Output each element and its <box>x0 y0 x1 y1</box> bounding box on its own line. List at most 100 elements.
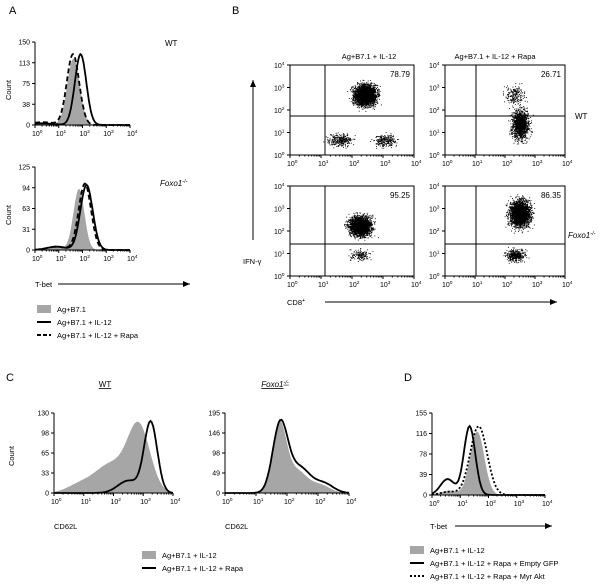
b-plot-foxo-il12-y-axis-tick-label: 104 <box>274 182 285 191</box>
d-y-axis-tick-label: 116 <box>416 431 427 438</box>
b-y-arrow-head <box>250 80 256 87</box>
a-top-x-axis-tick-label: 100 <box>32 129 43 138</box>
c-left-y-axis-tick-label: 0 <box>45 491 49 498</box>
d-y-axis-tick-label: 78 <box>419 452 427 459</box>
d-legend-0-label: Ag+B7.1 + IL-12 <box>430 546 485 555</box>
b-plot-foxo-il12-x-axis-tick-label: 100 <box>287 280 298 289</box>
a-top-x-axis-tick-label: 104 <box>127 129 138 138</box>
a-top-curve-ag <box>35 58 130 126</box>
a-bottom-y-axis-tick-label: 0 <box>26 248 30 255</box>
c-right-x-axis-tick-label: 102 <box>284 497 295 506</box>
a-bottom-y-axis-tick-label: 63 <box>22 206 30 213</box>
b-plot-foxo-il12-x-axis-tick-label: 103 <box>380 280 391 289</box>
b-plot-foxo-rapa-y-axis-tick-label: 101 <box>429 250 440 259</box>
c-right-curve-ag <box>225 420 349 493</box>
c-left-y-axis-tick-label: 65 <box>41 451 49 458</box>
b-plot-wt-il12-y-axis-tick-label: 103 <box>274 84 285 93</box>
a-top-y-axis-tick-label: 75 <box>22 81 30 88</box>
c-left-y-axis-tick-label: 130 <box>37 411 49 418</box>
b-plot-wt-rapa-x-axis-tick-label: 103 <box>532 159 543 168</box>
d-x-axis-tick-label: 102 <box>486 499 497 508</box>
c-left-x-axis-tick-label: 101 <box>81 497 92 506</box>
c-left-title: WT <box>99 380 112 389</box>
b-plot-foxo-rapa-x-axis-tick-label: 100 <box>442 280 453 289</box>
c-legend-0-swatch <box>142 551 156 559</box>
c-right-x-axis-tick-label: 100 <box>222 497 233 506</box>
panel-a-letter: A <box>9 5 17 17</box>
c-left-x-axis-tick-label: 100 <box>51 497 62 506</box>
b-plot-wt-il12-y-axis-tick-label: 104 <box>274 61 285 70</box>
b-x-label: CD8+ <box>287 298 305 307</box>
c-left-x-axis-tick-label: 102 <box>111 497 122 506</box>
b-plot-foxo-il12-x-axis-tick-label: 102 <box>349 280 360 289</box>
b-plot-wt-rapa-y-axis-tick-label: 100 <box>429 151 440 160</box>
a-bottom-x-axis-tick-label: 104 <box>127 254 138 263</box>
b-plot-wt-rapa-percentage: 26.71 <box>541 70 562 79</box>
c-right-y-axis-tick-label: 98 <box>212 451 220 458</box>
b-plot-wt-il12-x-axis-tick-label: 100 <box>287 159 298 168</box>
a-bottom-y-axis-tick-label: 94 <box>22 185 30 192</box>
b-plot-wt-rapa <box>502 83 534 145</box>
b-plot-wt-il12 <box>323 79 400 149</box>
d-legend-0-swatch <box>410 546 424 554</box>
b-plot-foxo-rapa-y-axis-tick-label: 100 <box>429 272 440 281</box>
b-plot-foxo-il12 <box>344 212 379 262</box>
b-plot-foxo-rapa-y-axis-tick-label: 103 <box>429 205 440 214</box>
a-bottom-label: Foxo1-/- <box>160 179 188 188</box>
c-right-title: Foxo1-/- <box>261 380 289 389</box>
b-plot-wt-rapa-y-axis-tick-label: 102 <box>429 106 440 115</box>
c-left-y-label: Count <box>7 445 16 466</box>
b-plot-wt-il12-x-axis-tick-label: 103 <box>380 159 391 168</box>
a-bottom-x-axis-tick-label: 100 <box>32 254 43 263</box>
b-plot-wt-il12-percentage: 78.79 <box>390 70 411 79</box>
d-x-axis-tick-label: 104 <box>542 499 553 508</box>
c-left-y-axis-tick-label: 98 <box>41 431 49 438</box>
b-plot-wt-il12-x-axis-tick-label: 101 <box>318 159 329 168</box>
b-plot-foxo-rapa-percentage: 86.35 <box>541 191 562 200</box>
b-plot-foxo-il12-y-axis-tick-label: 102 <box>274 227 285 236</box>
d-legend-2-label: Ag+B7.1 + IL-12 + Rapa + Myr Akt <box>430 572 546 581</box>
a-bottom-x-axis-tick-label: 103 <box>103 254 114 263</box>
panel-b-letter: B <box>232 5 239 17</box>
b-plot-wt-il12-y-axis-tick-label: 102 <box>274 106 285 115</box>
c-right-x-axis-tick-label: 103 <box>315 497 326 506</box>
d-curve-il12 <box>432 431 545 495</box>
a-x-arrow-head <box>183 281 190 287</box>
b-row-label-wt: WT <box>575 112 588 121</box>
b-plot-foxo-rapa-y-axis-tick-label: 104 <box>429 182 440 191</box>
a-top-y-axis-tick-label: 113 <box>19 60 30 67</box>
b-plot-foxo-rapa-x-axis-tick-label: 101 <box>472 280 483 289</box>
a-top-y-axis-tick-label: 0 <box>26 123 30 130</box>
c-right-x-axis-tick-label: 101 <box>253 497 264 506</box>
a-legend-0-swatch <box>37 305 51 313</box>
c-left-x-axis-tick-label: 103 <box>140 497 151 506</box>
d-y-axis-tick-label: 39 <box>419 472 427 479</box>
b-plot-foxo-rapa-x-axis-tick-label: 103 <box>532 280 543 289</box>
a-legend-0-label: Ag+B7.1 <box>57 305 86 314</box>
c-right-y-axis-tick-label: 195 <box>208 411 220 418</box>
a-legend-1-label: Ag+B7.1 + IL-12 <box>57 318 112 327</box>
b-plot-wt-il12-y-axis-tick-label: 100 <box>274 151 285 160</box>
panel-c-letter: C <box>6 372 14 384</box>
d-x-arrow-head <box>545 523 552 529</box>
b-plot-foxo-il12-y-axis-tick-label: 103 <box>274 205 285 214</box>
a-top-y-axis-tick-label: 38 <box>22 102 30 109</box>
a-top-x-axis-tick-label: 102 <box>80 129 91 138</box>
b-plot-wt-rapa-x-axis-tick-label: 100 <box>442 159 453 168</box>
b-col-title-1: Ag+B7.1 + IL-12 <box>342 52 397 61</box>
b-plot-foxo-il12-percentage: 95.25 <box>390 191 411 200</box>
panel-d-letter: D <box>404 372 412 384</box>
a-x-label: T-bet <box>35 280 53 289</box>
d-y-axis-tick-label: 0 <box>423 493 427 500</box>
c-left-x-axis-tick-label: 104 <box>170 497 181 506</box>
b-plot-wt-rapa-x-axis-tick-label: 104 <box>562 159 573 168</box>
a-top-y-axis-tick-label: 150 <box>18 40 30 47</box>
b-plot-foxo-rapa <box>503 194 536 264</box>
c-legend-0-label: Ag+B7.1 + IL-12 <box>162 551 217 560</box>
b-plot-wt-rapa-x-axis-tick-label: 101 <box>472 159 483 168</box>
c-right-y-axis-tick-label: 49 <box>212 471 220 478</box>
a-bottom-curve-ag <box>35 188 130 250</box>
b-plot-foxo-rapa-y-axis-tick-label: 102 <box>429 227 440 236</box>
c-right-y-axis-tick-label: 0 <box>216 491 220 498</box>
b-plot-wt-rapa-x-axis-tick-label: 102 <box>502 159 513 168</box>
